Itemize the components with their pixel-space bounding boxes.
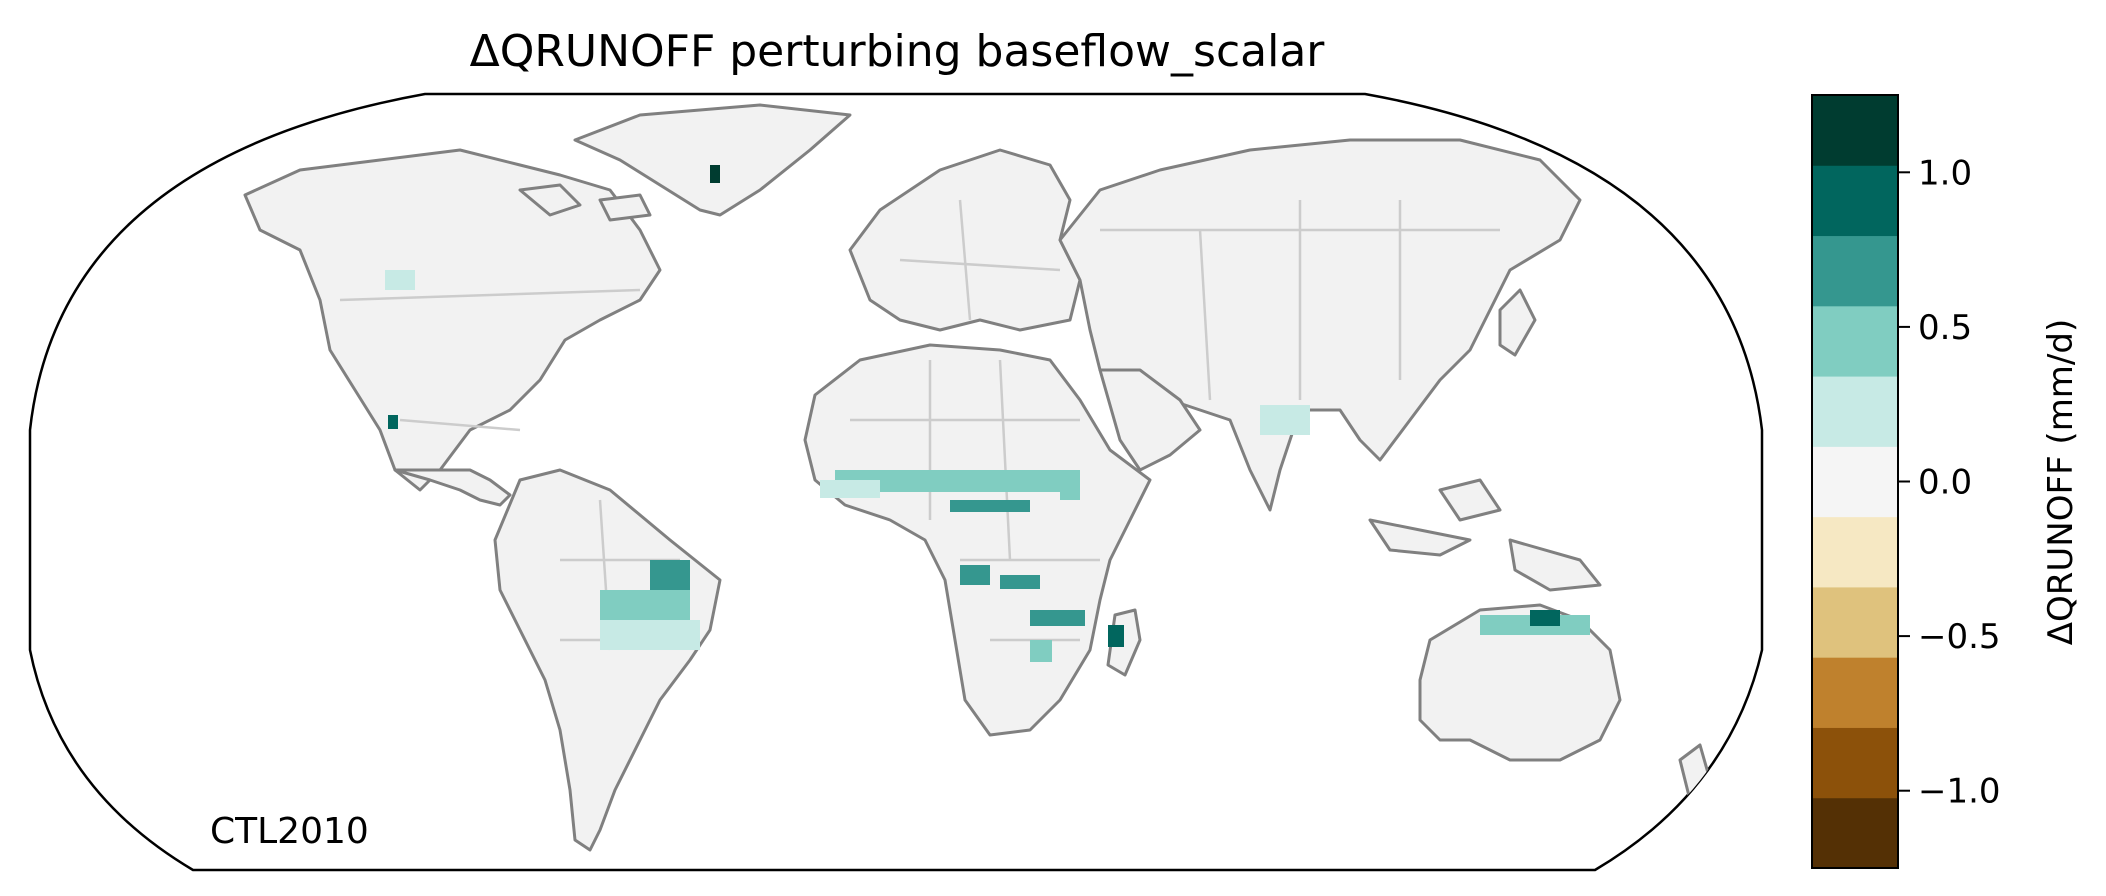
cell-sahel <box>835 470 1065 492</box>
colorbar-swatch <box>1812 657 1898 728</box>
cell-india <box>1260 405 1310 435</box>
colorbar: 1.0 0.5 0.0 −0.5 −1.0 <box>1811 94 2001 869</box>
cell-madagascar <box>1108 625 1124 647</box>
colorbar-tick-label: −1.0 <box>1918 772 2001 812</box>
landmass-africa <box>803 343 1152 737</box>
colorbar-swatch <box>1812 95 1898 166</box>
cell-car-belt <box>950 500 1030 512</box>
colorbar-tick-label: 0.5 <box>1918 308 1972 348</box>
cell-east-africa <box>1060 470 1080 500</box>
cell-mozambique <box>1030 610 1085 626</box>
landmass-north-america <box>243 148 662 492</box>
cell-sahel-2 <box>820 480 880 498</box>
anomaly-cells <box>385 165 1590 662</box>
landmass-arabia <box>1098 368 1202 472</box>
cell-w-mexico <box>388 415 398 429</box>
cell-zambia <box>1000 575 1040 589</box>
map-panel: CTL2010 <box>28 92 1764 872</box>
colorbar-swatch <box>1812 305 1898 377</box>
cell-n-australia-2 <box>1530 610 1560 626</box>
colorbar-swatch <box>1812 235 1898 307</box>
colorbar-swatch <box>1812 165 1898 237</box>
landmass-maritime-se-asia <box>1368 478 1602 592</box>
colorbar-swatch <box>1812 586 1898 658</box>
cell-pacific-nw <box>385 270 415 290</box>
colorbar-swatch <box>1812 516 1898 588</box>
landmass-australia <box>1418 603 1622 762</box>
colorbar-swatch <box>1812 376 1898 447</box>
cell-southern-africa <box>1030 640 1052 662</box>
panel-label: CTL2010 <box>210 811 369 852</box>
colorbar-swatch <box>1812 727 1898 799</box>
colorbar-swatch <box>1812 446 1898 518</box>
colorbar-label: ΔQRUNOFF (mm/d) <box>2041 319 2081 645</box>
colorbar-swatch <box>1812 797 1898 869</box>
colorbar-tick-label: 0.0 <box>1918 463 1972 503</box>
colorbar-tick-label: −0.5 <box>1918 617 2001 657</box>
landmass-central-america <box>393 468 512 507</box>
landmass-japan <box>1498 288 1537 357</box>
landmass-arctic-islands <box>518 183 652 222</box>
cell-angola <box>960 565 990 585</box>
chart-title: ΔQRUNOFF perturbing baseflow_scalar <box>470 26 1326 77</box>
cell-greenland <box>710 165 720 183</box>
colorbar-tick-label: 1.0 <box>1918 153 1972 193</box>
cell-cerrado-2 <box>600 620 700 650</box>
landmass-greenland <box>573 103 852 217</box>
